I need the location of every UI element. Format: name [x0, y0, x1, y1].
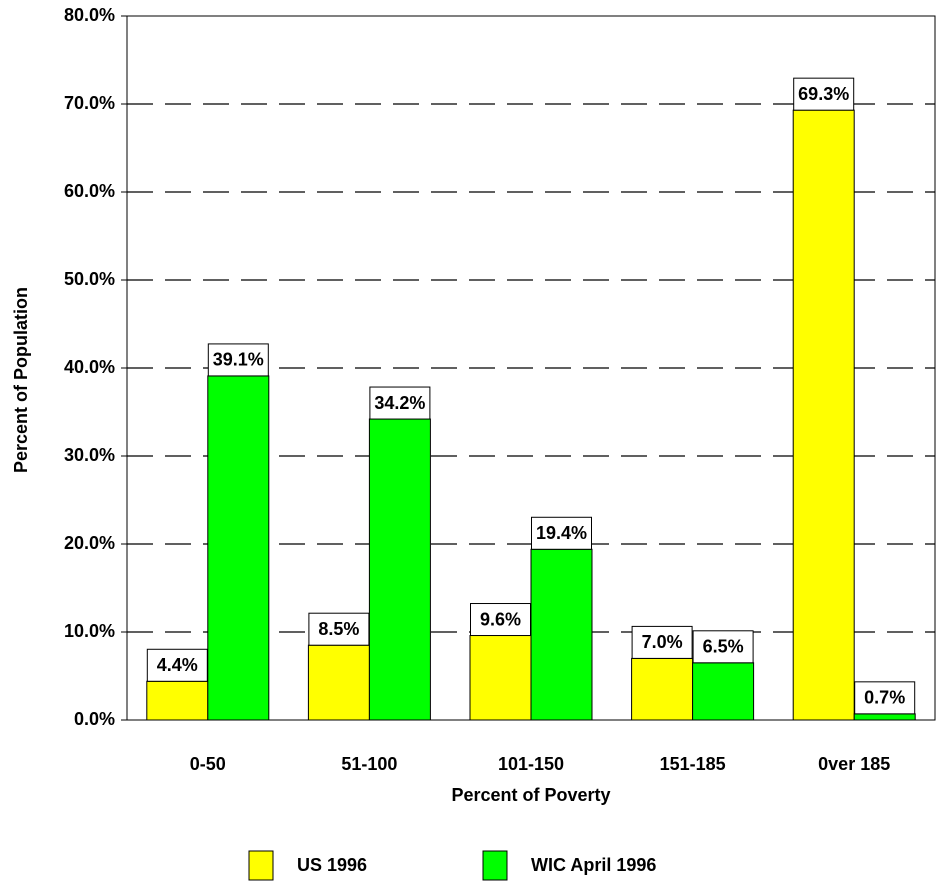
- y-tick-label: 40.0%: [64, 357, 115, 377]
- value-label-box: [207, 343, 269, 377]
- value-label: 9.6%: [480, 609, 521, 629]
- y-axis-title: Percent of Population: [11, 287, 31, 473]
- bar: [792, 109, 855, 721]
- y-tick-label: 30.0%: [64, 445, 115, 465]
- y-tick-label: 50.0%: [64, 269, 115, 289]
- bar: [146, 680, 209, 721]
- value-label-box: [369, 386, 431, 420]
- bar: [631, 657, 694, 721]
- value-label: 69.3%: [798, 84, 849, 104]
- y-tick-label: 20.0%: [64, 533, 115, 553]
- value-label: 8.5%: [318, 619, 359, 639]
- value-label: 6.5%: [703, 637, 744, 657]
- bar: [469, 635, 532, 721]
- legend-swatch: [482, 850, 508, 881]
- y-tick-label: 10.0%: [64, 621, 115, 641]
- value-label: 7.0%: [642, 632, 683, 652]
- bar: [207, 375, 270, 721]
- x-tick-label: 51-100: [341, 754, 397, 774]
- value-label-box: [531, 516, 592, 550]
- value-label-box: [308, 612, 370, 646]
- value-label: 0.7%: [864, 688, 905, 708]
- bar: [853, 713, 916, 721]
- value-label-box: [146, 648, 208, 682]
- value-label-box: [631, 625, 693, 659]
- x-tick-label: 101-150: [498, 754, 564, 774]
- y-tick-label: 60.0%: [64, 181, 115, 201]
- value-label-box: [793, 77, 855, 111]
- value-label: 34.2%: [374, 393, 425, 413]
- value-label: 19.4%: [536, 523, 587, 543]
- legend-label: WIC April 1996: [531, 855, 656, 875]
- x-tick-label: 0ver 185: [818, 754, 890, 774]
- y-tick-label: 70.0%: [64, 93, 115, 113]
- x-axis-title: Percent of Poverty: [451, 785, 610, 805]
- value-label-box: [854, 681, 916, 715]
- x-tick-label: 151-185: [660, 754, 726, 774]
- x-tick-label: 0-50: [190, 754, 226, 774]
- value-label-box: [692, 630, 754, 664]
- legend-swatch: [248, 850, 274, 881]
- bar: [692, 662, 755, 721]
- value-label: 39.1%: [213, 350, 264, 370]
- bar: [368, 418, 431, 721]
- y-tick-label: 80.0%: [64, 5, 115, 25]
- value-label: 4.4%: [157, 655, 198, 675]
- value-label-box: [470, 603, 531, 637]
- legend-label: US 1996: [297, 855, 367, 875]
- bar: [307, 644, 370, 721]
- bar: [530, 548, 593, 721]
- y-tick-label: 0.0%: [74, 709, 115, 729]
